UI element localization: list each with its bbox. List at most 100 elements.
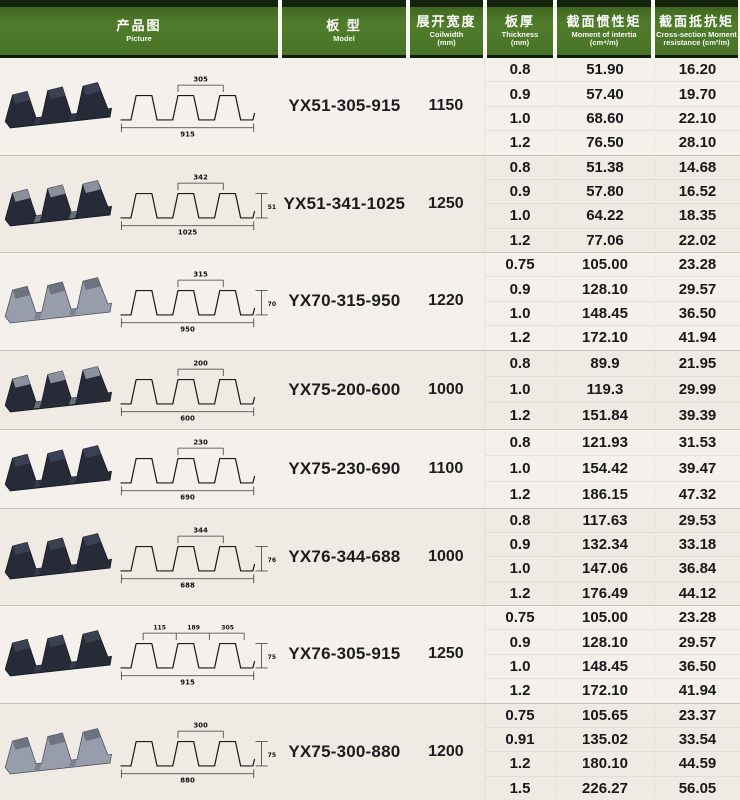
thickness-value: 1.0 [509,109,531,127]
resistance-value: 23.28 [654,609,740,627]
resistance-value: 44.12 [654,584,740,602]
profile-drawing-graphic: 342 1025 51 [120,173,276,236]
dim-bottom: 880 [180,776,195,784]
thickness-value: 1.2 [509,486,531,504]
model-cell: YX75-230-690 [281,430,408,508]
resistance-value: 29.57 [654,280,740,298]
spec-row: 0.8 51.38 14.68 [485,156,740,179]
spec-row: 1.2 176.49 44.12 [485,580,740,605]
resistance-value: 22.02 [654,231,740,249]
spec-row: 1.0 154.42 39.47 [485,454,740,481]
resistance-value: 36.50 [654,657,740,675]
resistance-value: 14.68 [654,158,740,176]
resistance-value: 44.59 [654,755,740,773]
spec-row: 0.75 105.00 23.28 [485,606,740,629]
thickness-value: 0.75 [505,706,535,724]
dim-top: 344 [193,526,208,534]
spec-row: 1.2 186.15 47.32 [485,481,740,507]
resistance-value: 41.94 [654,682,740,700]
thickness-value: 0.8 [509,158,531,176]
header-coilwidth-en: Coilwidth (mm) [429,29,464,48]
thickness-value: 1.2 [509,682,531,700]
profile-drawing: 115 189 305 915 75 [117,617,281,691]
dim-top: 300 [193,721,208,729]
product-row: 115 189 305 915 75 YX76-305-915 1250 0.75 … [0,605,740,703]
inertia-value: 89.9 [555,354,654,372]
coilwidth-cell: 1150 [408,58,484,155]
dim-bottom: 1025 [178,228,198,236]
thickness-value: 0.75 [505,609,535,627]
model-cell: YX75-200-600 [281,351,408,429]
inertia-value: 128.10 [555,633,654,651]
inertia-value: 105.00 [555,256,654,274]
coilwidth-text: 1220 [428,292,464,310]
header-col-resistance: 截面抵抗矩 Cross-section Moment resistance (c… [655,0,738,58]
coilwidth-text: 1150 [428,97,464,115]
resistance-value: 18.35 [654,207,740,225]
inertia-value: 117.63 [555,511,654,529]
spec-rows: 0.8 89.9 21.95 1.0 119.3 29.99 1.2 151.8… [484,350,740,429]
header-inertia-en: Moment of intertia (cm⁴/m) [571,29,637,48]
thickness-value: 0.8 [509,511,531,529]
spec-row: 1.0 147.06 36.84 [485,556,740,580]
inertia-value: 128.10 [555,280,654,298]
dim-bottom: 690 [180,493,195,501]
header-thickness-en: Thickness (mm) [501,29,539,48]
dim-bottom: 915 [180,131,195,139]
thickness-value: 0.9 [509,536,531,554]
product-photo [3,430,115,508]
picture-cell: 300 880 75 [0,704,281,800]
dim-bottom: 915 [180,679,195,687]
dim-bottom: 950 [180,326,195,334]
product-row: 305 915 YX51-305-915 1150 0.8 51.90 16.2… [0,58,740,155]
thickness-value: 0.8 [509,61,531,79]
model-text: YX70-315-950 [288,291,401,311]
sheet-photo-graphic [4,277,112,324]
spec-row: 0.9 57.40 19.70 [485,81,740,105]
profile-drawing-graphic: 344 688 76 [120,526,276,589]
thickness-value: 0.9 [509,280,531,298]
spec-row: 1.2 172.10 41.94 [485,325,740,349]
dim-top: 189 [187,625,200,632]
thickness-value: 0.8 [509,433,531,451]
coilwidth-text: 1250 [428,194,464,212]
thickness-value: 1.0 [509,657,531,675]
model-text: YX51-305-915 [288,96,401,116]
dim-top: 342 [193,173,208,181]
thickness-value: 1.0 [509,380,531,398]
thickness-value: 1.0 [509,207,531,225]
sheet-photo-graphic [4,532,112,580]
header-col-model: 板 型 Model [282,0,406,58]
profile-drawing-graphic: 115 189 305 915 75 [120,625,276,687]
coilwidth-text: 1000 [428,547,464,565]
dim-bottom: 600 [180,414,195,422]
header-picture-en: Picture [126,34,152,44]
spec-rows: 0.75 105.65 23.37 0.91 135.02 33.54 1.2 … [484,703,740,800]
sheet-photo-graphic [4,444,112,491]
sheet-photo-graphic [4,82,112,129]
spec-row: 1.5 226.27 56.05 [485,775,740,800]
model-cell: YX70-315-950 [281,253,408,350]
coilwidth-cell: 1200 [408,704,484,800]
spec-row: 0.8 89.9 21.95 [485,351,740,376]
table-header: 产品图 Picture 板 型 Model 展开宽度 Coilwidth (mm… [0,0,740,58]
resistance-value: 56.05 [654,779,740,797]
spec-rows: 0.8 51.38 14.68 0.9 57.80 16.52 1.0 64.2… [484,155,740,252]
inertia-value: 172.10 [555,329,654,347]
model-cell: YX51-305-915 [281,58,408,155]
header-col-thickness: 板厚 Thickness (mm) [487,0,553,58]
spec-rows: 0.8 51.90 16.20 0.9 57.40 19.70 1.0 68.6… [484,58,740,155]
profile-drawing: 300 880 75 [117,715,281,789]
thickness-value: 0.9 [509,633,531,651]
inertia-value: 176.49 [555,584,654,602]
sheet-photo-graphic [4,365,112,412]
resistance-value: 33.18 [654,536,740,554]
header-thickness-zh: 板厚 [504,13,535,29]
resistance-value: 23.28 [654,256,740,274]
model-text: YX76-305-915 [288,644,401,664]
picture-cell: 315 950 70 [0,253,281,350]
dim-height: 51 [268,204,276,211]
resistance-value: 29.53 [654,511,740,529]
profile-drawing: 342 1025 51 [117,167,281,241]
